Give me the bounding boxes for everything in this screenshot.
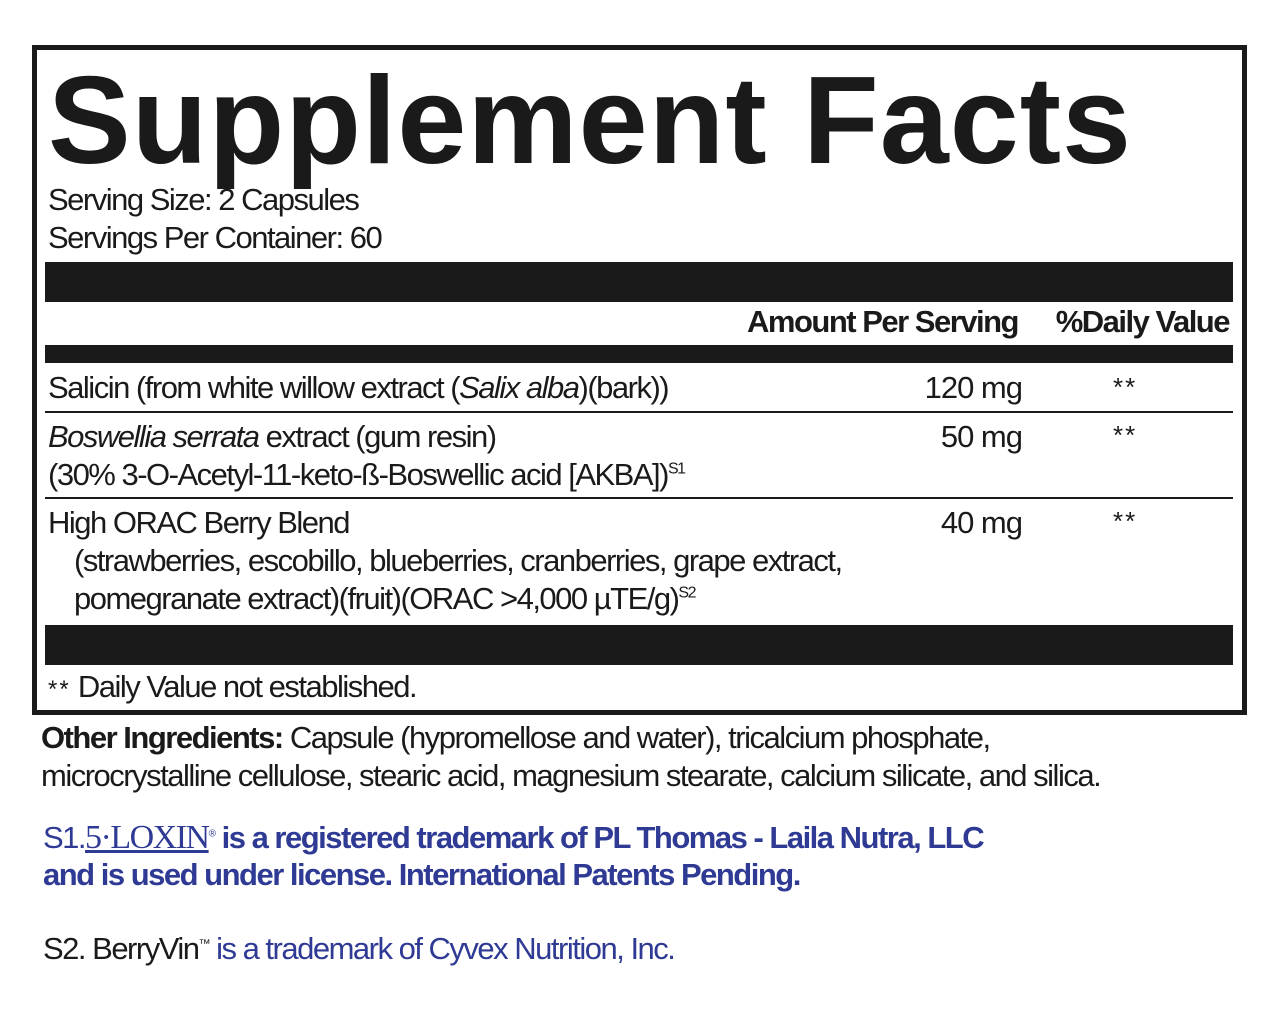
s2-text: is a trademark of Cyvex Nutrition, Inc. — [208, 931, 676, 966]
other-ingredients-label: Other Ingredients: — [41, 720, 284, 755]
thick-divider — [45, 625, 1233, 665]
medium-divider — [45, 345, 1233, 363]
daily-value: ** — [1113, 372, 1138, 402]
ingredient-part: )(bark)) — [578, 370, 670, 405]
amount: 40 mg — [940, 505, 1023, 540]
ingredient-name: Salicin (from white willow extract ( — [48, 370, 461, 405]
ingredient-detail: pomegranate extract)(fruit)(ORAC >4,000 … — [74, 581, 680, 616]
other-ingredients-text: microcrystalline cellulose, stearic acid… — [41, 758, 1102, 793]
trademark-mark: ™ — [198, 936, 210, 951]
s2-prefix: S2. BerryVin — [43, 931, 200, 966]
daily-value-header: %Daily Value — [1055, 304, 1231, 339]
footnote-text: Daily Value not established. — [77, 669, 418, 704]
latin-name: Salix alba — [459, 370, 580, 405]
supplement-facts-panel — [32, 45, 1247, 715]
ingredient-detail: (strawberries, escobillo, blueberries, c… — [74, 543, 843, 578]
loxin-logo: 5·LOXIN — [85, 819, 210, 856]
s1-text: is a registered trademark of PL Thomas -… — [214, 820, 985, 855]
s1-prefix: S1. — [43, 820, 87, 855]
amount: 50 mg — [940, 419, 1023, 454]
registered-mark: ® — [208, 828, 216, 840]
thick-divider — [45, 262, 1233, 302]
s1-text-line2: and is used under license. International… — [43, 857, 801, 892]
footnote-ref: S2 — [678, 584, 696, 602]
servings-per-container: Servings Per Container: 60 — [48, 220, 383, 255]
latin-name: Boswellia serrata — [48, 419, 260, 454]
ingredient-name: extract (gum resin) — [258, 419, 497, 454]
row-divider — [45, 411, 1233, 413]
panel-title: Supplement Facts — [48, 52, 1132, 190]
footnote-mark: ** — [48, 676, 71, 703]
footnote-ref: S1 — [667, 460, 686, 478]
serving-size: Serving Size: 2 Capsules — [48, 182, 360, 217]
ingredient-name: High ORAC Berry Blend — [48, 505, 351, 540]
ingredient-detail: (30% 3-O-Acetyl-11-keto-ß-Boswellic acid… — [48, 457, 669, 492]
row-divider — [45, 497, 1233, 499]
amount: 120 mg — [924, 370, 1023, 405]
amount-header: Amount Per Serving — [747, 304, 1020, 339]
daily-value: ** — [1113, 506, 1138, 536]
daily-value: ** — [1113, 420, 1138, 450]
other-ingredients-text: Capsule (hypromellose and water), trical… — [282, 720, 991, 755]
